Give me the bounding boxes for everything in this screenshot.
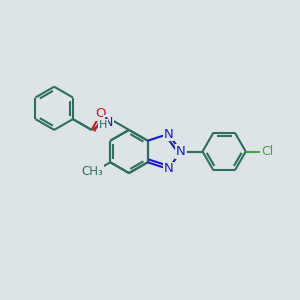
Text: N: N: [104, 116, 113, 129]
Text: O: O: [95, 107, 106, 121]
Text: N: N: [164, 163, 173, 176]
Text: N: N: [164, 128, 173, 140]
Text: Cl: Cl: [261, 145, 273, 158]
Text: CH₃: CH₃: [81, 165, 103, 178]
Text: H: H: [99, 119, 107, 130]
Text: N: N: [176, 145, 186, 158]
